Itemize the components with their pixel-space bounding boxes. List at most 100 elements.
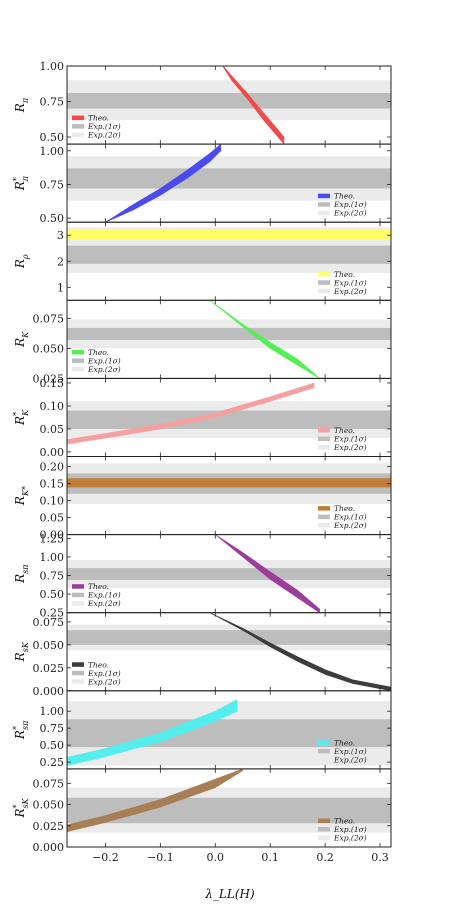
legend-theo-label: Theo. [88,114,109,123]
legend-theo-label: Theo. [334,270,355,279]
legend-theo-label: Theo. [334,504,355,513]
legend-theo-label: Theo. [88,348,109,357]
panel-body [67,534,391,613]
legend-theo-swatch [318,506,330,511]
exp-1sigma-band [67,327,391,340]
legend-theo-swatch [72,584,84,589]
theory-band [215,534,320,613]
legend-theo-swatch [318,271,330,277]
legend-exp-1sigma-label: Exp.(1σ) [333,278,367,287]
panel-body [67,463,391,505]
y-tick-label: 0.75 [40,178,65,191]
y-label-main: R [13,496,27,506]
legend-theo-label: Theo. [334,817,355,826]
panel-7: 0.25 0.50 0.75 1.00 1.25 Rsπ Theo.Exp.(1σ)Exp.… [13,532,392,620]
legend-exp-2sigma-label: Exp.(2σ) [87,365,121,374]
panel-8: 0.0000.0250.0500.075RsKTheo.Exp.(1σ)Exp.… [13,612,392,698]
y-tick-label: 0.75 [40,96,65,109]
y-label-sub: sπ [21,564,30,574]
legend-exp-2sigma-swatch [318,757,330,762]
y-label-sub: ρ [21,254,30,260]
legend-exp-2sigma-label: Exp.(2σ) [333,209,367,218]
x-tick-label: 0.2 [316,851,334,864]
y-axis-label: Rπ [13,97,30,113]
panel-frame [66,768,392,848]
legend-exp-2sigma-label: Exp.(2σ) [333,755,367,764]
legend-theo-label: Theo. [334,426,355,435]
legend-exp-1sigma-label: Exp.(1σ) [333,825,367,834]
y-label-main: R [13,259,27,269]
y-tick-label: 2 [57,255,64,268]
x-axis-label: λ_LL(H) [204,887,255,901]
panel-10: 0.0000.0250.0500.075R*sKTheo.Exp.(1σ)Exp… [12,768,392,854]
legend-exp-1sigma-label: Exp.(1σ) [333,200,367,209]
legend-exp-1sigma-swatch [318,280,330,285]
legend-theo-label: Theo. [334,192,355,201]
legend-theo-label: Theo. [334,738,355,747]
legend-theo-swatch [318,740,330,745]
legend-exp-1sigma-swatch [318,514,330,520]
y-tick-label: 0.05 [40,512,65,525]
exp-1sigma-band [67,410,391,429]
panel-2: 0.50 0.75 1.00 R*π Theo.Exp.(1σ)Exp.(2σ) [12,143,392,225]
x-tick-label: 0.1 [261,851,279,864]
legend: Theo.Exp.(1σ)Exp.(2σ) [318,270,367,296]
y-tick-label: 0.050 [33,799,65,812]
y-label-sup: * [12,177,21,181]
y-tick-label: 0.050 [33,639,65,652]
panel-body [67,612,391,691]
legend-exp-1sigma-label: Exp.(1σ) [87,669,121,678]
y-tick-label: 1.00 [40,551,65,564]
y-tick-label: 0.00 [40,446,65,459]
y-axis-label: R*π [12,175,30,191]
legend-exp-2sigma-swatch [318,210,330,216]
y-label-main: R [13,181,27,191]
legend-exp-1sigma-swatch [318,202,330,207]
legend-exp-2sigma-swatch [72,132,84,138]
theory-band [209,612,391,691]
x-tick-label: −0.2 [92,851,119,864]
theory-band [222,66,285,145]
legend: Theo.Exp.(1σ)Exp.(2σ) [318,426,367,452]
y-tick-label: 1.00 [40,145,65,158]
y-label-main: R [13,574,27,584]
legend-exp-2sigma-label: Exp.(2σ) [333,834,367,843]
panel-body [67,227,391,273]
y-label-sub: K [21,409,30,417]
y-axis-label: Rsπ [13,564,30,584]
legend: Theo.Exp.(1σ)Exp.(2σ) [318,738,367,764]
panel-body [67,300,391,379]
y-axis-label: Rρ [13,254,30,269]
legend: Theo.Exp.(1σ)Exp.(2σ) [318,192,367,218]
legend: Theo.Exp.(1σ)Exp.(2σ) [72,582,121,608]
panel-3: 1 2 3 Rρ Theo.Exp.(1σ)Exp.(2σ) [13,221,392,301]
panel-9: 0.25 0.50 0.75 1.00 R*sπ Theo.Exp.(1σ)Exp.(2σ… [12,690,392,770]
theory-band [67,699,238,766]
panel-body [67,699,391,766]
y-tick-label: 0.000 [33,685,65,698]
panel-1: 0.50 0.75 1.00 Rπ Theo.Exp.(1σ)Exp.(2σ) [13,60,392,145]
y-tick-label: 0.15 [40,377,65,390]
legend-theo-label: Theo. [88,660,109,669]
y-tick-label: 0.025 [33,372,65,385]
y-tick-label: 3 [57,229,64,242]
y-tick-label: 0.50 [40,131,65,144]
exp-1sigma-band [67,92,391,109]
y-label-sub: π [21,175,30,182]
y-label-main: R [13,103,27,113]
legend-exp-2sigma-label: Exp.(2σ) [333,443,367,452]
y-tick-label: 0.025 [33,820,65,833]
theory-band [67,478,391,488]
y-tick-label: 0.075 [33,312,65,325]
legend-exp-1sigma-label: Exp.(1σ) [333,747,367,756]
theory-band [67,768,243,833]
y-tick-label: 0.50 [40,588,65,601]
legend-exp-1sigma-label: Exp.(1σ) [87,122,121,131]
legend-exp-2sigma-label: Exp.(2σ) [333,287,367,296]
legend-exp-1sigma-swatch [72,592,84,598]
y-label-sub: sK [21,797,30,808]
legend-exp-2sigma-swatch [72,679,84,684]
legend: Theo.Exp.(1σ)Exp.(2σ) [318,504,367,530]
y-axis-label: RsK [13,641,30,662]
